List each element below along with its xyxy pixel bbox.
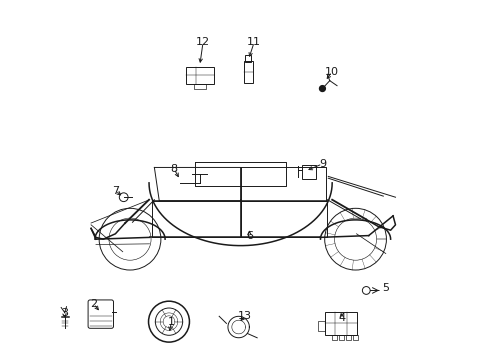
Text: 12: 12 bbox=[196, 37, 210, 47]
Text: 8: 8 bbox=[170, 163, 177, 174]
Text: 7: 7 bbox=[112, 186, 119, 196]
Bar bbox=[243, 61, 253, 83]
Text: 4: 4 bbox=[338, 313, 345, 323]
Bar bbox=[317, 320, 325, 330]
Text: 5: 5 bbox=[382, 283, 388, 293]
Bar bbox=[331, 335, 336, 341]
Text: 1: 1 bbox=[167, 317, 175, 327]
Bar bbox=[245, 55, 251, 62]
Text: 9: 9 bbox=[318, 159, 325, 169]
Circle shape bbox=[319, 86, 325, 91]
Bar bbox=[302, 165, 315, 179]
Bar bbox=[345, 335, 350, 341]
Bar bbox=[338, 335, 343, 341]
Text: 11: 11 bbox=[247, 37, 261, 47]
Bar bbox=[352, 335, 357, 341]
Bar bbox=[193, 84, 205, 89]
Bar bbox=[325, 312, 356, 335]
Text: 10: 10 bbox=[325, 67, 339, 77]
Text: 3: 3 bbox=[61, 308, 68, 318]
Text: 2: 2 bbox=[90, 299, 97, 309]
Text: 13: 13 bbox=[237, 311, 251, 321]
Text: 6: 6 bbox=[245, 231, 252, 240]
Bar bbox=[185, 67, 213, 84]
